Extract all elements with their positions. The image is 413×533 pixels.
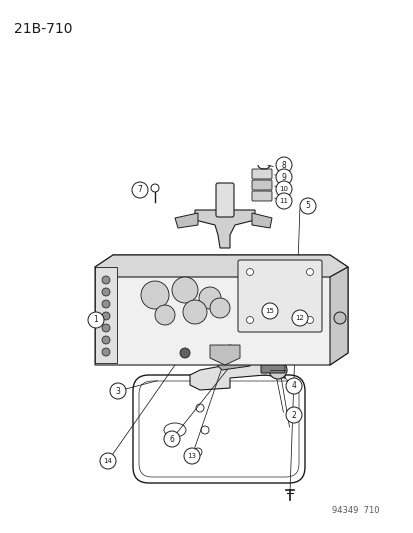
FancyBboxPatch shape: [216, 183, 233, 217]
Polygon shape: [175, 213, 197, 228]
Circle shape: [275, 157, 291, 173]
Text: 2: 2: [291, 410, 296, 419]
Circle shape: [261, 303, 277, 319]
Text: 7: 7: [137, 185, 142, 195]
Circle shape: [275, 181, 291, 197]
Circle shape: [132, 182, 147, 198]
Circle shape: [268, 361, 286, 379]
Text: 9: 9: [281, 173, 286, 182]
Circle shape: [151, 184, 159, 192]
Text: 3: 3: [115, 386, 120, 395]
Circle shape: [183, 300, 206, 324]
Text: 94349  710: 94349 710: [332, 506, 379, 515]
FancyBboxPatch shape: [252, 180, 271, 190]
Text: 14: 14: [103, 458, 112, 464]
Circle shape: [183, 448, 199, 464]
Circle shape: [306, 269, 313, 276]
FancyBboxPatch shape: [260, 361, 284, 373]
Text: 8: 8: [281, 160, 286, 169]
Circle shape: [275, 193, 291, 209]
Polygon shape: [209, 345, 240, 365]
Text: 1: 1: [93, 316, 98, 325]
Circle shape: [102, 276, 110, 284]
Circle shape: [291, 310, 307, 326]
Circle shape: [333, 312, 345, 324]
Polygon shape: [218, 352, 252, 370]
Circle shape: [209, 298, 230, 318]
Circle shape: [246, 317, 253, 324]
Circle shape: [285, 407, 301, 423]
Circle shape: [171, 277, 197, 303]
FancyBboxPatch shape: [252, 169, 271, 179]
Polygon shape: [195, 210, 254, 248]
Circle shape: [154, 305, 175, 325]
Text: 13: 13: [187, 453, 196, 459]
Circle shape: [299, 198, 315, 214]
Circle shape: [275, 169, 291, 185]
Polygon shape: [329, 267, 347, 365]
FancyBboxPatch shape: [237, 260, 321, 332]
Circle shape: [199, 287, 221, 309]
Polygon shape: [95, 255, 347, 277]
Text: 6: 6: [169, 434, 174, 443]
Circle shape: [102, 300, 110, 308]
Circle shape: [180, 348, 190, 358]
Circle shape: [110, 383, 126, 399]
PathPatch shape: [133, 375, 304, 483]
Circle shape: [285, 378, 301, 394]
Text: 15: 15: [265, 308, 274, 314]
Circle shape: [102, 336, 110, 344]
FancyBboxPatch shape: [252, 191, 271, 201]
Circle shape: [141, 281, 169, 309]
Polygon shape: [190, 358, 284, 390]
Circle shape: [88, 312, 104, 328]
Polygon shape: [95, 267, 117, 363]
Polygon shape: [252, 213, 271, 228]
Circle shape: [224, 345, 235, 355]
Text: 21B-710: 21B-710: [14, 22, 72, 36]
Circle shape: [100, 453, 116, 469]
FancyBboxPatch shape: [130, 370, 304, 478]
Circle shape: [102, 312, 110, 320]
Text: 10: 10: [279, 186, 288, 192]
Circle shape: [102, 288, 110, 296]
Circle shape: [246, 269, 253, 276]
Circle shape: [102, 348, 110, 356]
Text: 5: 5: [305, 201, 310, 211]
Circle shape: [102, 324, 110, 332]
Text: 12: 12: [295, 315, 304, 321]
Circle shape: [306, 317, 313, 324]
Polygon shape: [95, 255, 347, 365]
Circle shape: [164, 431, 180, 447]
Text: 11: 11: [279, 198, 288, 204]
Text: 4: 4: [291, 382, 296, 391]
